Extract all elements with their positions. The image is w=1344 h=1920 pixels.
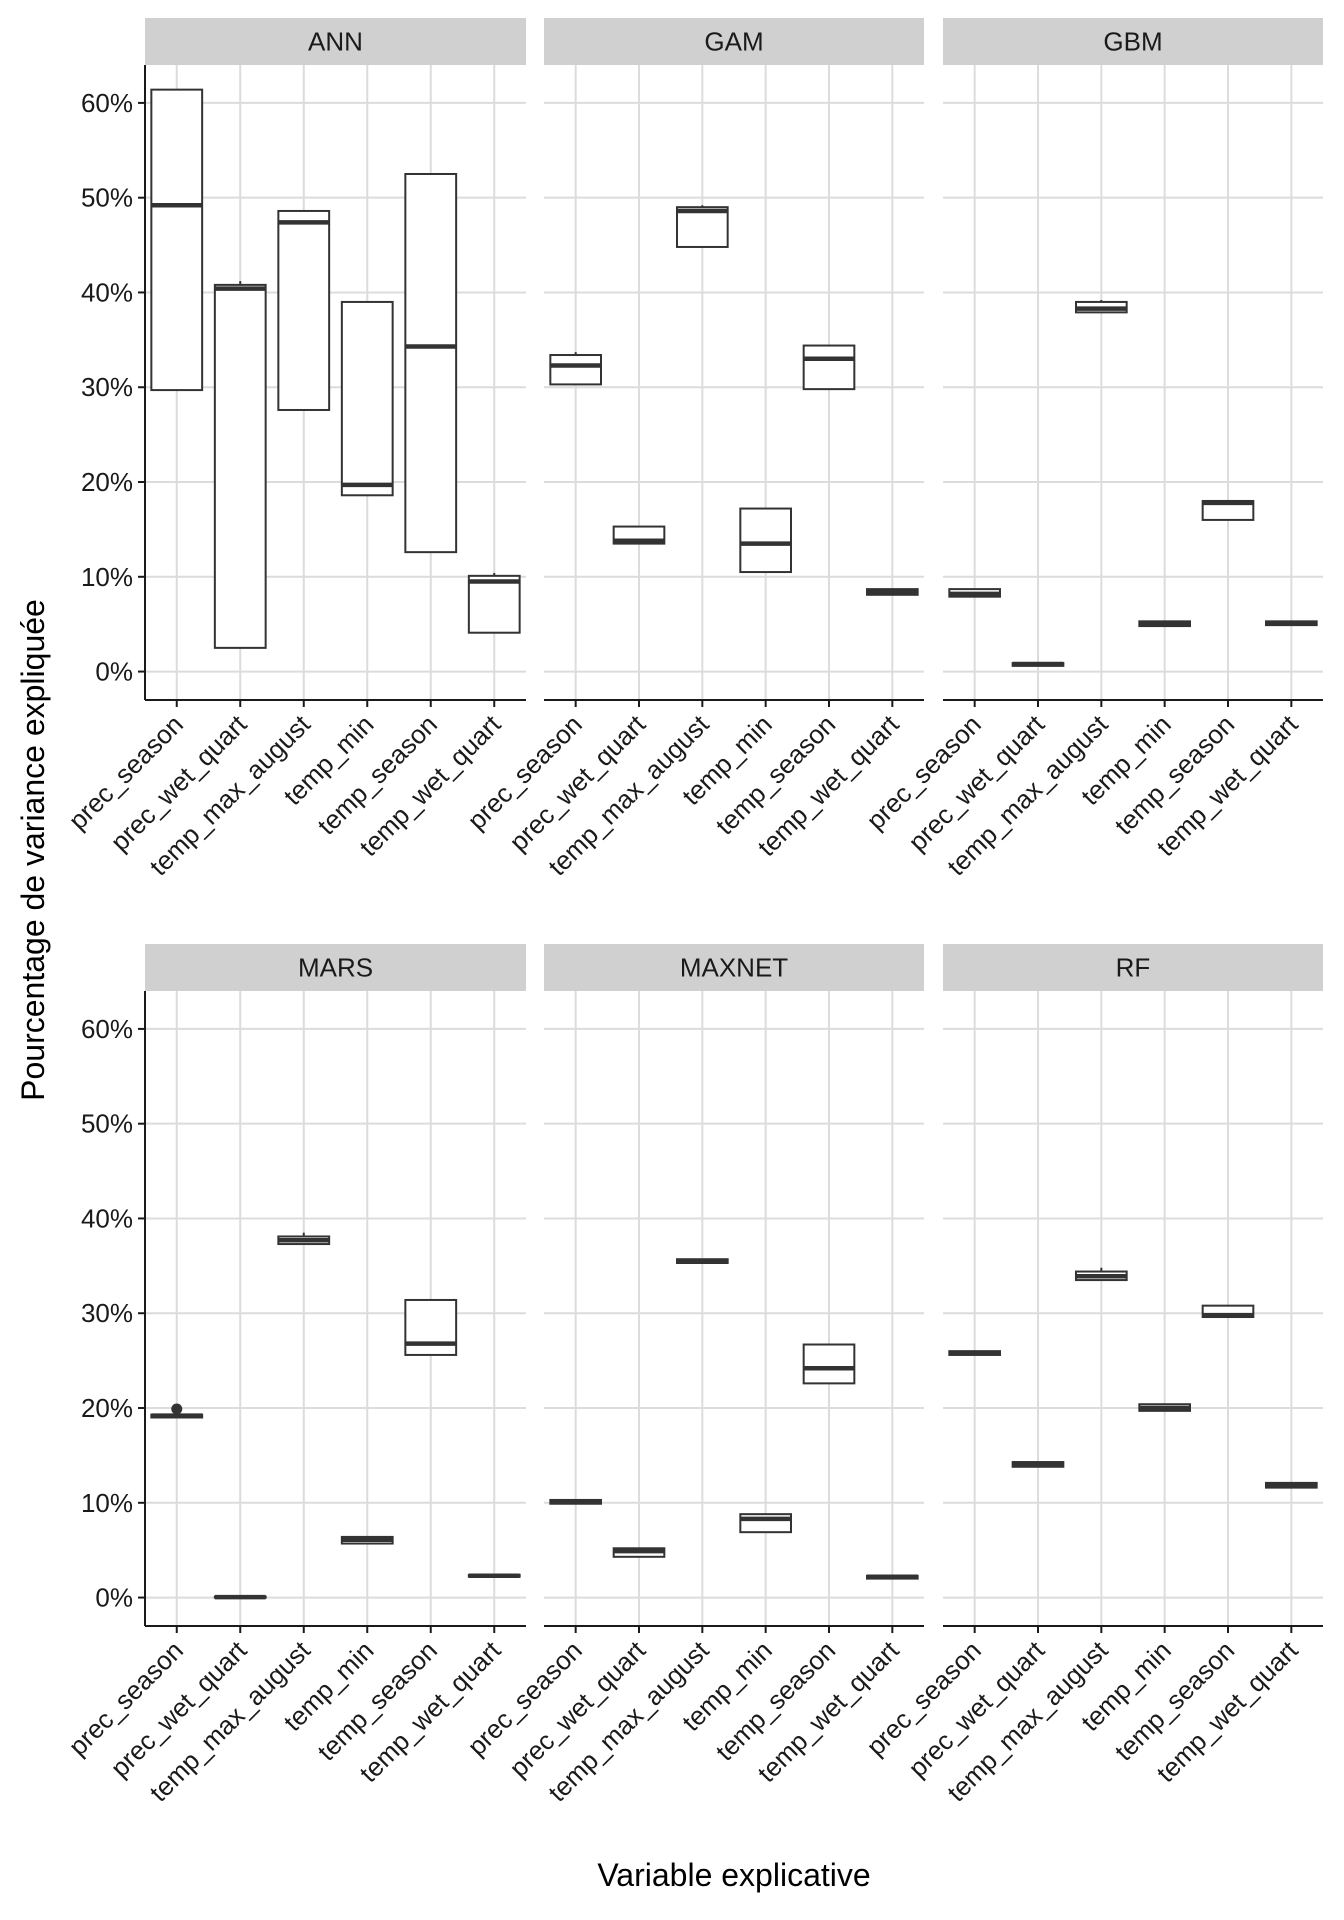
box-maxnet-temp_min (739, 1513, 792, 1534)
box-mars-temp_wet_quart (467, 1573, 521, 1579)
box-iqr (676, 206, 729, 248)
box-rf-prec_wet_quart (1011, 1461, 1065, 1468)
facet-panel-maxnet: MAXNETprec_seasonprec_wet_quarttemp_max_… (461, 944, 924, 1807)
box-mars-temp_max_august (277, 1232, 331, 1246)
box-mars-prec_season (150, 1403, 204, 1419)
box-gam-temp_wet_quart (866, 588, 919, 596)
box-gbm-temp_max_august (1075, 300, 1128, 314)
facet-title: GAM (704, 27, 763, 57)
y-tick-label: 60% (81, 88, 133, 118)
box-rf-temp_max_august (1075, 1267, 1128, 1282)
facet-strip (145, 944, 526, 991)
facet-panels: ANN0%10%20%30%40%50%60%prec_seasonprec_w… (62, 18, 1323, 1807)
box-iqr (340, 300, 394, 497)
box-maxnet-prec_wet_quart (612, 1547, 666, 1558)
box-gbm-temp_wet_quart (1265, 620, 1318, 627)
box-gam-prec_wet_quart (612, 525, 666, 545)
y-tick-label: 20% (81, 467, 133, 497)
box-gbm-prec_wet_quart (1011, 661, 1065, 667)
box-iqr (802, 344, 856, 391)
facet-title: MARS (298, 953, 373, 983)
facet-title: RF (1116, 953, 1151, 983)
y-tick-label: 40% (81, 1203, 133, 1233)
facet-strip (145, 18, 526, 65)
box-maxnet-temp_wet_quart (866, 1574, 919, 1580)
box-ann-temp_season (404, 172, 458, 554)
box-gbm-temp_season (1201, 499, 1255, 521)
box-iqr (404, 1298, 458, 1356)
y-tick-label: 20% (81, 1393, 133, 1423)
box-ann-temp_wet_quart (467, 573, 521, 634)
x-axis-title: Variable explicative (597, 1857, 870, 1893)
box-rf-prec_season (948, 1350, 1001, 1356)
y-tick-label: 30% (81, 1298, 133, 1328)
box-gam-temp_season (802, 344, 856, 391)
box-ann-prec_season (150, 88, 204, 392)
box-mars-prec_wet_quart (213, 1594, 267, 1600)
facet-strip (544, 18, 924, 65)
box-iqr (549, 354, 602, 386)
y-tick-label: 50% (81, 183, 133, 213)
box-mars-temp_min (340, 1535, 394, 1545)
y-tick-label: 30% (81, 372, 133, 402)
box-iqr (802, 1343, 856, 1385)
box-ann-temp_max_august (277, 209, 331, 411)
y-tick-label: 50% (81, 1109, 133, 1139)
box-iqr (467, 574, 521, 634)
facet-title: MAXNET (680, 953, 788, 983)
box-iqr (150, 88, 204, 392)
outlier-point (171, 1403, 183, 1415)
facet-panel-mars: MARS0%10%20%30%40%50%60%prec_seasonprec_… (62, 944, 526, 1807)
facet-panel-gbm: GBMprec_seasonprec_wet_quarttemp_max_aug… (860, 18, 1323, 881)
facet-title: ANN (308, 27, 363, 57)
box-iqr (739, 507, 792, 574)
box-maxnet-prec_season (549, 1498, 602, 1505)
box-iqr (213, 283, 267, 649)
y-tick-label: 10% (81, 562, 133, 592)
box-ann-temp_min (340, 300, 394, 497)
y-axis-title: Pourcentage de variance expliquée (15, 599, 51, 1101)
y-tick-label: 0% (95, 657, 133, 687)
y-tick-label: 0% (95, 1583, 133, 1613)
box-rf-temp_min (1138, 1403, 1192, 1412)
box-iqr (277, 209, 331, 411)
y-tick-label: 60% (81, 1014, 133, 1044)
box-maxnet-temp_max_august (676, 1258, 729, 1265)
box-gbm-prec_season (948, 588, 1001, 598)
facet-panel-rf: RFprec_seasonprec_wet_quarttemp_max_augu… (860, 944, 1323, 1807)
facet-title: GBM (1103, 27, 1162, 57)
y-tick-label: 10% (81, 1488, 133, 1518)
box-maxnet-temp_season (802, 1343, 856, 1385)
box-rf-temp_wet_quart (1265, 1481, 1318, 1489)
box-gbm-temp_min (1138, 620, 1192, 628)
facet-panel-gam: GAMprec_seasonprec_wet_quarttemp_max_aug… (461, 18, 924, 881)
facet-strip (943, 18, 1323, 65)
box-rf-temp_season (1201, 1304, 1255, 1319)
box-mars-temp_season (404, 1298, 458, 1356)
facet-strip (544, 944, 924, 991)
box-gam-temp_max_august (676, 205, 729, 248)
y-tick-label: 40% (81, 277, 133, 307)
box-gam-prec_season (549, 352, 602, 386)
box-ann-prec_wet_quart (213, 281, 267, 649)
box-gam-temp_min (739, 507, 792, 574)
box-iqr (404, 172, 458, 554)
facet-panel-ann: ANN0%10%20%30%40%50%60%prec_seasonprec_w… (62, 18, 526, 881)
facet-strip (943, 944, 1323, 991)
